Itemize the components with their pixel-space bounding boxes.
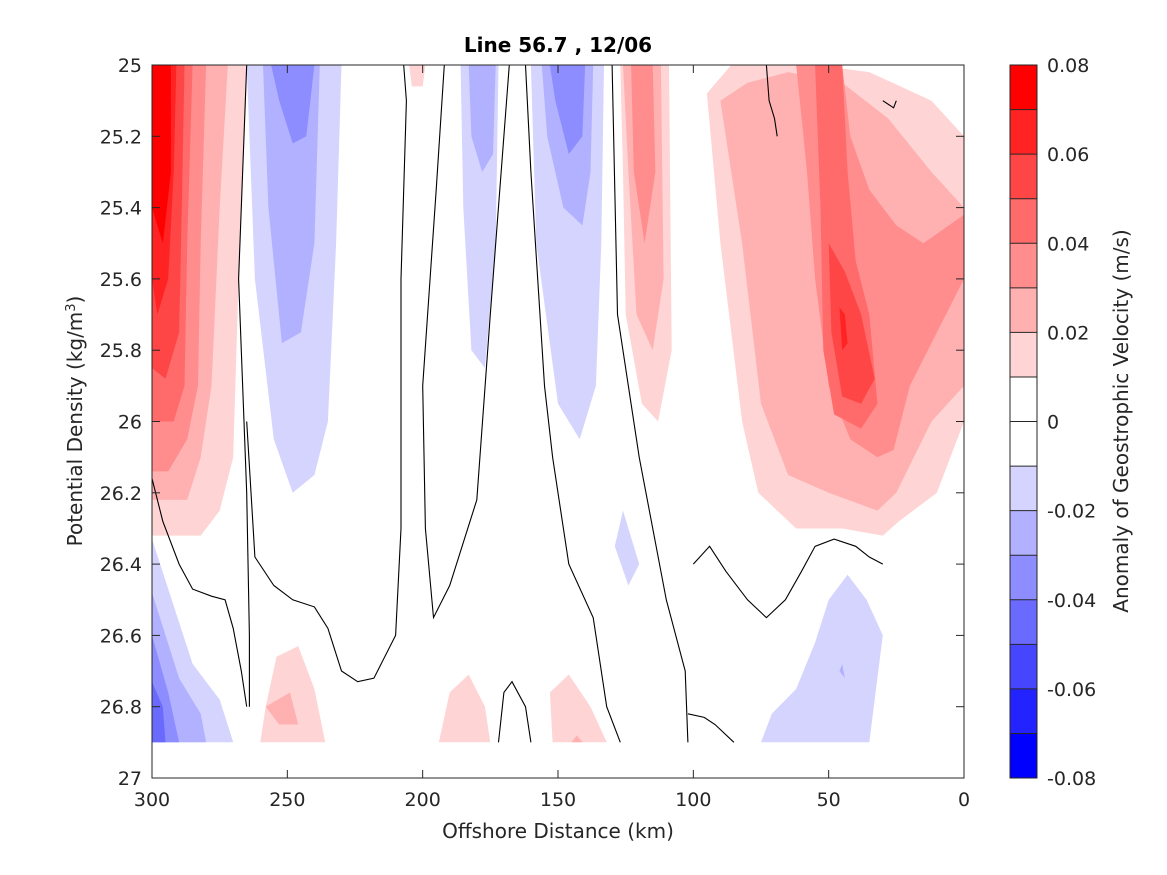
colorbar-tick-label: -0.04 [1047, 590, 1096, 612]
y-tick-label: 26.6 [100, 625, 142, 647]
zero-contour-line [692, 538, 884, 619]
colorbar-band [1010, 466, 1037, 511]
y-tick-label: 25.4 [100, 198, 142, 220]
contour-fill-region [761, 574, 883, 743]
x-axis: 300 250 200 150 100 50 0 [134, 65, 970, 811]
colorbar-band [1010, 510, 1037, 556]
colorbar-band [1010, 287, 1037, 333]
colorbar-title: Anomaly of Geostrophic Velocity (m/s) [1109, 229, 1133, 612]
x-tick-label: 250 [269, 789, 305, 811]
contour-fill-region [265, 692, 299, 725]
chart-title: Line 56.7 , 12/06 [464, 33, 652, 57]
x-tick-label: 50 [817, 789, 841, 811]
colorbar-band [1010, 376, 1037, 422]
y-axis: 25 25.2 25.4 25.6 25.8 26 26.2 26.4 26.6 26.8 27 [100, 55, 964, 790]
colorbar-tick-label: -0.06 [1047, 679, 1096, 701]
colorbar-band [1010, 198, 1037, 244]
colorbar-tick-label: 0 [1047, 412, 1059, 434]
colorbar-tick-label: -0.08 [1047, 768, 1096, 790]
colorbar-band [1010, 733, 1037, 778]
colorbar-band [1010, 599, 1037, 645]
contour-fill-region [614, 510, 640, 586]
y-tick-label: 26.8 [100, 697, 142, 719]
contour-fill-region [549, 674, 607, 743]
colorbar-band [1010, 644, 1037, 689]
colorbar-band [1010, 65, 1037, 110]
colorbar-band [1010, 421, 1037, 467]
colorbar-tick-label: 0.02 [1047, 322, 1089, 344]
x-tick-label: 0 [958, 789, 970, 811]
y-tick-label: 27 [118, 768, 142, 790]
zero-contour-line [687, 713, 735, 743]
contour-fill-region [152, 681, 166, 743]
contour-fill-region [409, 65, 426, 87]
plot-area: 300 250 200 150 100 50 0 2525.225.425.625.8262… [100, 55, 970, 811]
zero-contour-line [422, 64, 510, 620]
y-tick-label: 26.2 [100, 483, 142, 505]
y-tick-label: 25 [118, 55, 142, 77]
colorbar-tick-label: 0.04 [1047, 233, 1089, 255]
y-axis-title: Potential Density (kg/m3) [63, 296, 87, 547]
zero-contour-line [882, 100, 897, 109]
x-tick-label: 100 [675, 789, 711, 811]
colorbar-band [1010, 154, 1037, 199]
contour-fill-region [271, 65, 315, 144]
colorbar-band [1010, 555, 1037, 600]
zero-contour-line [238, 64, 250, 707]
colorbar-tick-label: 0.08 [1047, 55, 1089, 77]
zero-contour-line [151, 478, 248, 707]
colorbar-tick-label: 0.06 [1047, 144, 1089, 166]
colorbar-band [1010, 243, 1037, 288]
contour-fill-region [571, 735, 583, 743]
colorbar-frame [1009, 64, 1038, 779]
colorbar-band [1010, 332, 1037, 377]
y-tick-label: 25.8 [100, 340, 142, 362]
colorbar-tick-label: -0.02 [1047, 501, 1096, 523]
zero-contour-line [765, 64, 778, 137]
y-tick-label: 25.2 [100, 126, 142, 148]
colorbar-band [1010, 688, 1037, 734]
zero-contour-line [611, 64, 689, 743]
zero-contour-line [497, 680, 532, 743]
x-tick-label: 300 [134, 789, 170, 811]
filled-contours [152, 65, 964, 743]
y-axis-title-main: Potential Density (kg/m [63, 312, 87, 547]
x-axis-title: Offshore Distance (km) [442, 819, 674, 843]
contour-fill-region [152, 65, 171, 244]
colorbar: 0.08 0.06 0.04 0.02 0 -0.02 -0.04 -0.06 -0.08 [1009, 55, 1096, 790]
contour-fill-region [438, 674, 491, 743]
contour-fill-region [828, 243, 875, 404]
x-tick-label: 150 [540, 789, 576, 811]
y-tick-label: 26 [118, 412, 142, 434]
contour-fill-region [468, 65, 496, 172]
y-tick-label: 25.6 [100, 269, 142, 291]
y-axis-title-end: ) [63, 296, 87, 304]
x-tick-label: 200 [405, 789, 441, 811]
colorbar-band [1010, 109, 1037, 155]
contour-fill-region [631, 65, 656, 244]
y-axis-title-superscript: 3 [64, 303, 79, 311]
zero-contour-line [524, 64, 621, 743]
contour-fill-region [839, 307, 848, 351]
y-tick-label: 26.4 [100, 554, 142, 576]
contour-lines [151, 64, 897, 743]
zero-contour-line [246, 64, 407, 683]
contour-fill-region [549, 65, 586, 155]
contour-fill-region [839, 663, 845, 679]
